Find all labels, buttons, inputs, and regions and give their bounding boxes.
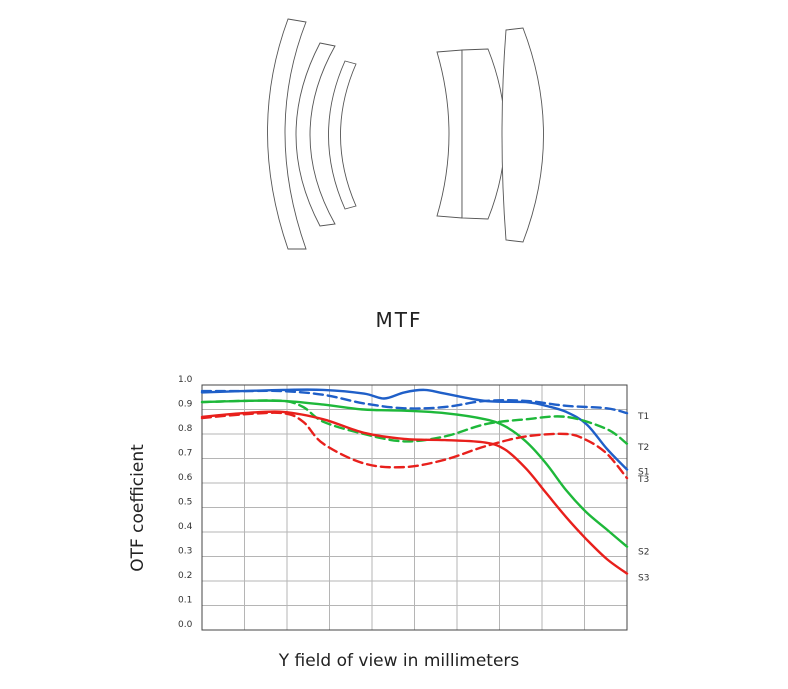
lens-element-5 [461,48,506,220]
curve-label-t1: T1 [637,412,649,422]
lens-element-6 [501,27,544,243]
curve-label-s3: S3 [638,574,649,584]
chart-title: MTF [376,308,423,332]
curve-label-t3: T3 [637,475,649,485]
y-tick-label: 0.3 [178,547,192,557]
y-tick-label: 0.2 [178,571,192,581]
lens-element-3 [328,60,357,210]
series-line-t2 [200,399,629,445]
series-line-s1 [200,388,629,471]
lens-element-4 [436,49,463,219]
lens-element-1 [267,18,307,250]
lens-diagram [267,18,544,250]
y-tick-label: 0.8 [178,424,193,434]
x-axis-label: Y field of view in millimeters [278,651,520,671]
y-tick-label: 0.1 [178,596,192,606]
y-axis-label: OTF coefficient [128,444,148,572]
y-axis-ticks: 0.0 0.1 0.2 0.3 0.4 0.5 0.6 0.7 0.8 0.9 1.0 [178,375,193,630]
y-tick-label: 0.4 [178,522,193,532]
chart-grid [202,385,627,630]
y-tick-label: 0.0 [178,620,193,630]
series-line-s2 [200,399,629,548]
series-line-s3 [200,410,629,575]
curve-label-s2: S2 [638,548,649,558]
series-line-t3 [200,411,629,480]
lens-element-2 [295,42,336,227]
mtf-curves [200,388,629,575]
curve-label-t2: T2 [637,443,649,453]
mtf-chart: 0.0 0.1 0.2 0.3 0.4 0.5 0.6 0.7 0.8 0.9 1.0 T1 S1 T2… [178,375,649,631]
plot-border [201,384,628,631]
y-tick-label: 0.6 [178,473,193,483]
y-tick-label: 0.5 [178,498,192,508]
y-tick-label: 1.0 [178,375,193,385]
y-tick-label: 0.7 [178,449,192,459]
curve-label-s1: S1 [638,468,649,478]
y-tick-label: 0.9 [178,400,193,410]
curve-labels: T1 S1 T2 S2 T3 S3 [637,412,649,583]
